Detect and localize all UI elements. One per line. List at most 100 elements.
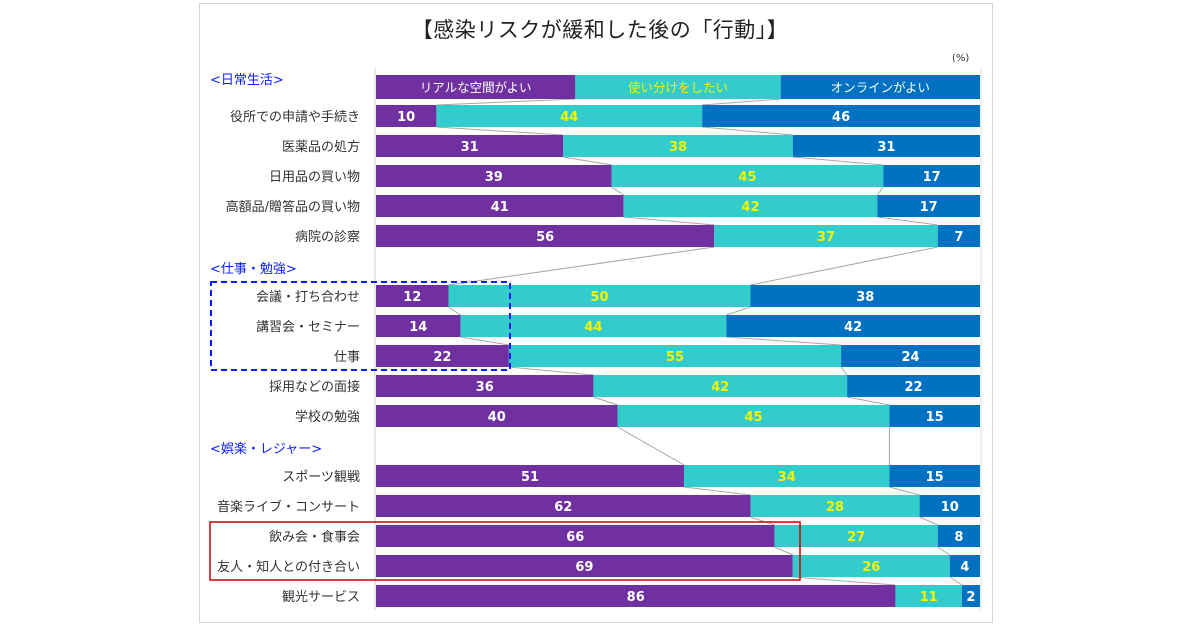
bar-segment (623, 195, 878, 217)
connector-line (623, 216, 715, 226)
bar-segment (376, 495, 751, 517)
connector-line (617, 426, 685, 466)
red-highlight-box (209, 521, 801, 581)
category-label: 役所での申請や手続き (230, 110, 360, 125)
connector-line (876, 186, 884, 196)
data-label: 7 (954, 230, 963, 245)
bar-segment (448, 285, 751, 307)
data-label: 86 (627, 590, 645, 605)
category-label: 医薬品の処方 (282, 139, 360, 155)
bar-segment (889, 465, 980, 487)
bar-segment (792, 135, 980, 157)
bar-segment (684, 465, 890, 487)
data-label: 36 (476, 380, 494, 395)
connector-line (774, 546, 793, 556)
bar-segment (376, 165, 612, 187)
data-label: 22 (433, 350, 451, 365)
category-label: 音楽ライブ・コンサート (217, 499, 360, 515)
bar-segment (841, 345, 980, 367)
bar-segment (611, 165, 884, 187)
bar-segment (792, 555, 950, 577)
data-label: 34 (778, 470, 796, 485)
connector-line (448, 306, 461, 316)
section-label: <娯楽・レジャー> (210, 441, 322, 457)
connector-line (563, 156, 612, 166)
bar-segment (460, 315, 727, 337)
data-label: 55 (666, 350, 684, 365)
connector-line (611, 186, 624, 196)
data-label: 50 (590, 290, 608, 305)
category-label: 飲み会・食事会 (269, 529, 360, 545)
data-label: 62 (554, 500, 572, 515)
bar-segment (702, 105, 980, 127)
section-label: <日常生活> (210, 73, 284, 88)
data-label: 4 (960, 560, 969, 575)
data-label: 11 (920, 590, 938, 605)
connector-line (448, 246, 715, 286)
category-label: スポーツ観戦 (282, 470, 360, 485)
category-label: 観光サービス (282, 590, 360, 605)
connector-line (949, 576, 963, 586)
legend-swatch-2 (780, 75, 980, 99)
bar-segment (376, 135, 564, 157)
bar-segment (376, 405, 618, 427)
dashed-highlight-box (210, 281, 511, 371)
bar-segment (376, 225, 715, 247)
data-label: 56 (536, 230, 554, 245)
category-label: 会議・打ち合わせ (256, 290, 360, 305)
bar-segment (726, 315, 980, 337)
data-label: 38 (856, 290, 874, 305)
data-label: 31 (461, 140, 479, 155)
data-label: 66 (566, 530, 584, 545)
category-label: 高額品/贈答品の買い物 (226, 199, 360, 215)
data-label: 40 (488, 410, 506, 425)
data-label: 42 (844, 320, 862, 335)
bar-segment (961, 585, 980, 607)
data-label: 31 (877, 140, 895, 155)
category-label: 学校の勉強 (295, 409, 360, 425)
data-label: 24 (901, 350, 919, 365)
data-label: 41 (491, 200, 509, 215)
bars (374, 68, 982, 610)
connector-line (792, 156, 884, 166)
legend-swatch-0 (376, 75, 576, 99)
bar-segment (376, 585, 896, 607)
legend-label-2: オンラインがよい (831, 80, 930, 95)
connector-line (436, 98, 576, 106)
connector-line (889, 486, 920, 496)
data-label: 44 (560, 110, 578, 125)
chart-title: 【感染リスクが緩和した後の「行動」】 (411, 18, 789, 42)
bar-segment (919, 495, 980, 517)
bar-segment (376, 555, 793, 577)
bar-segment (376, 195, 624, 217)
category-label: 講習会・セミナー (256, 319, 360, 335)
data-label: 10 (941, 500, 959, 515)
data-label: 39 (485, 170, 503, 185)
category-label: 採用などの面接 (269, 379, 360, 395)
bar-segment (376, 375, 594, 397)
connector-line (683, 486, 751, 496)
category-label: 友人・知人との付き合い (217, 559, 360, 575)
category-label: 仕事 (334, 350, 360, 365)
connector-line (436, 126, 564, 136)
connector-line (726, 306, 751, 316)
connector-line (702, 126, 793, 136)
bar-segment (937, 225, 980, 247)
category-label: 日用品の買い物 (269, 170, 360, 185)
connector-line (840, 366, 848, 376)
data-label: 51 (521, 470, 539, 485)
bar-segment (376, 345, 509, 367)
bar-segment (847, 375, 980, 397)
bar-segment (376, 285, 449, 307)
category-label: 病院の診察 (295, 229, 360, 245)
bar-segment (750, 495, 920, 517)
legend-swatch-1 (575, 75, 781, 99)
connector-line (877, 216, 938, 226)
bar-segment (937, 525, 980, 547)
data-label: 28 (826, 500, 844, 515)
data-label: 44 (584, 320, 602, 335)
bar-segment (895, 585, 962, 607)
bar-segment (617, 405, 890, 427)
bar-segment (376, 525, 775, 547)
